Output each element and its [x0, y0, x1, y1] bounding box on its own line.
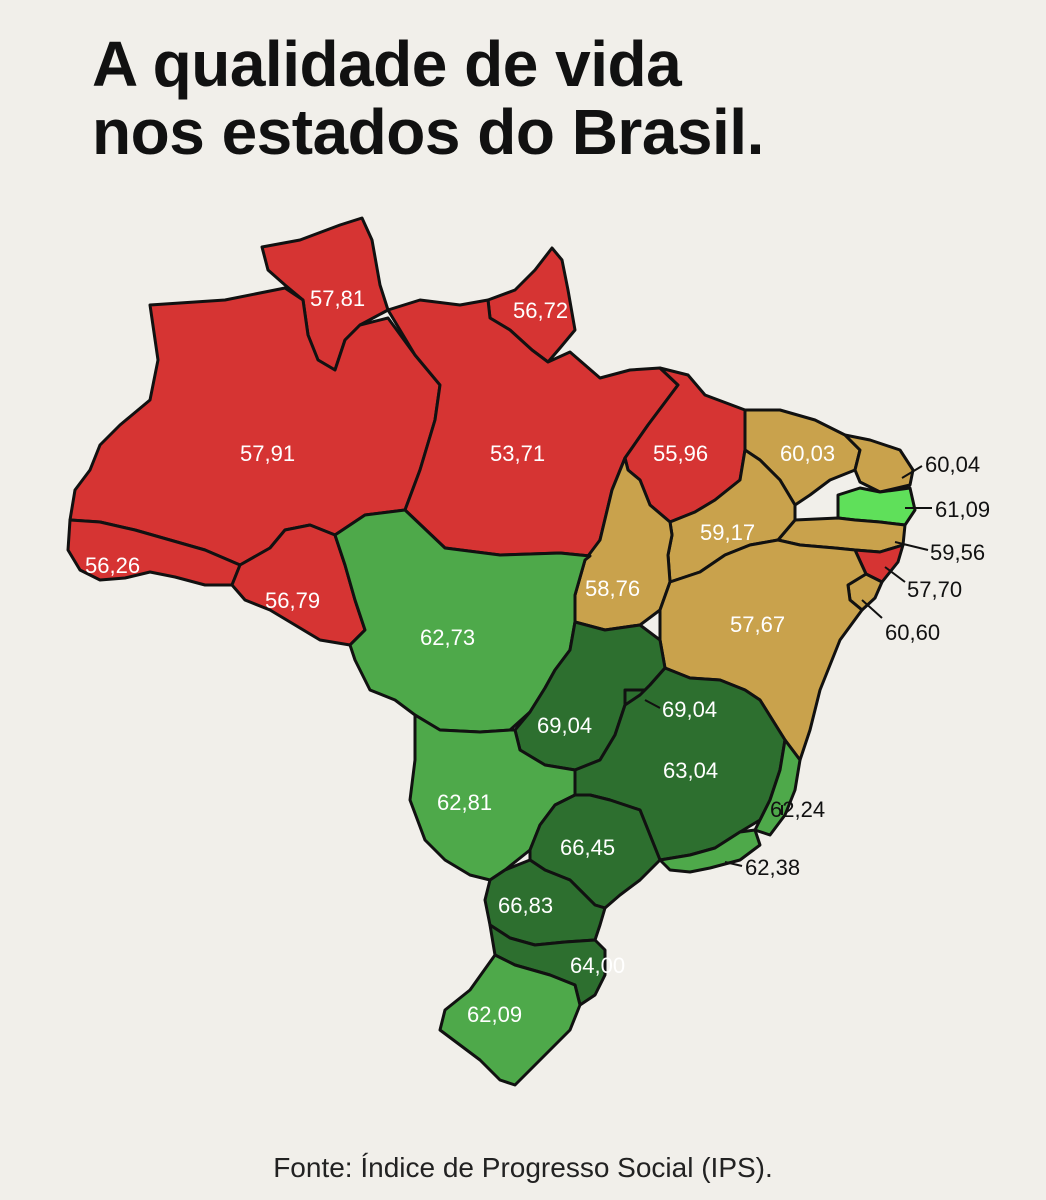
label-rj: 62,38: [745, 855, 800, 880]
label-to: 58,76: [585, 576, 640, 601]
label-ap: 56,72: [513, 298, 568, 323]
label-pa: 53,71: [490, 441, 545, 466]
label-mg: 63,04: [663, 758, 718, 783]
label-ro: 56,79: [265, 588, 320, 613]
label-ms: 62,81: [437, 790, 492, 815]
leader-rj: [724, 861, 743, 867]
label-rn: 60,04: [925, 452, 980, 477]
label-df: 69,04: [662, 697, 717, 722]
label-rr: 57,81: [310, 286, 365, 311]
label-ba: 57,67: [730, 612, 785, 637]
state-rs: [438, 953, 582, 1087]
label-am: 57,91: [240, 441, 295, 466]
label-se: 60,60: [885, 620, 940, 645]
label-pe: 59,56: [930, 540, 985, 565]
state-rn: [843, 433, 915, 494]
title-line-2: nos estados do Brasil.: [92, 96, 764, 168]
leader-rn: [901, 465, 923, 479]
state-es: [753, 738, 802, 837]
label-rs: 62,09: [467, 1002, 522, 1027]
label-pr: 66,83: [498, 893, 553, 918]
label-ac: 56,26: [85, 553, 140, 578]
label-ma: 55,96: [653, 441, 708, 466]
leader-se: [861, 599, 883, 619]
label-es: 62,24: [770, 797, 825, 822]
state-rj: [658, 828, 762, 874]
title-line-1: A qualidade de vida: [92, 28, 682, 100]
label-go: 69,04: [537, 713, 592, 738]
leader-al: [884, 566, 906, 583]
leader-pe: [894, 541, 929, 551]
label-mt: 62,73: [420, 625, 475, 650]
label-pi: 59,17: [700, 520, 755, 545]
label-sc: 64,00: [570, 953, 625, 978]
label-ce: 60,03: [780, 441, 835, 466]
label-al: 57,70: [907, 577, 962, 602]
label-sp: 66,45: [560, 835, 615, 860]
page-title: A qualidade de vida nos estados do Brasi…: [92, 30, 764, 166]
label-pb: 61,09: [935, 497, 990, 522]
state-ac: [66, 518, 242, 587]
leader-df: [644, 699, 661, 709]
source-note: Fonte: Índice de Progresso Social (IPS).: [273, 1152, 773, 1183]
